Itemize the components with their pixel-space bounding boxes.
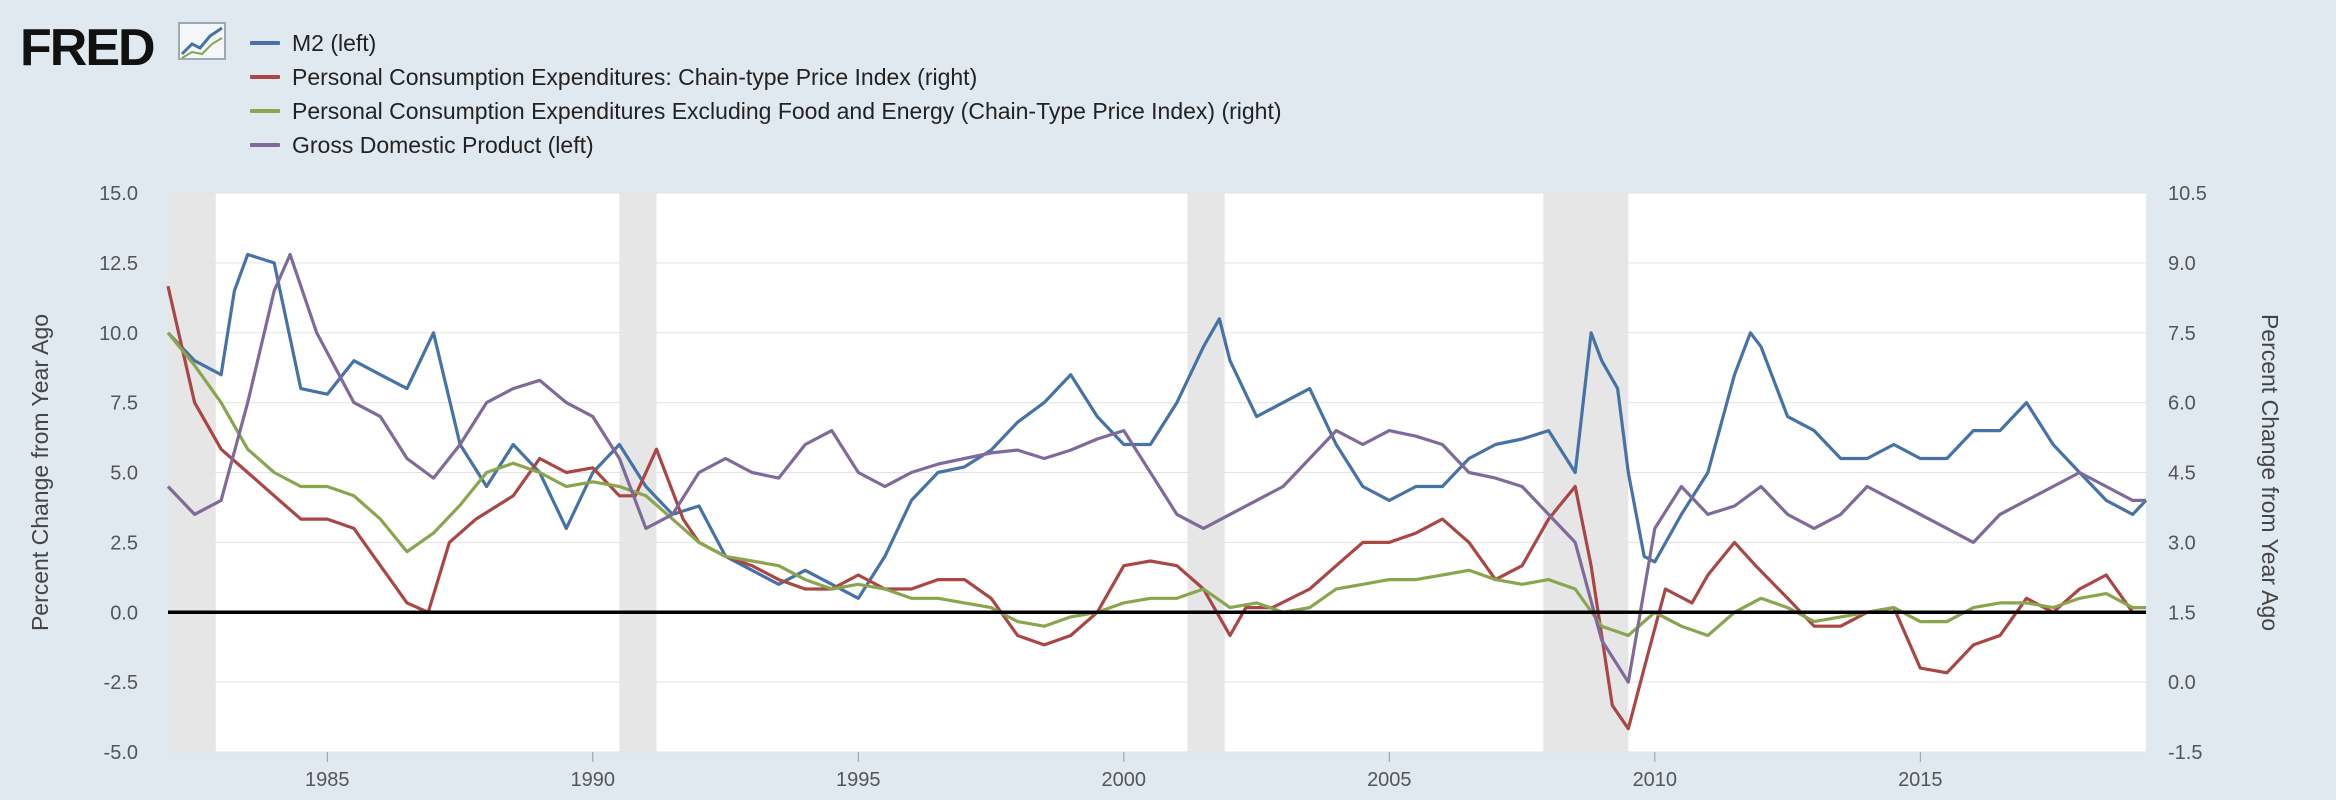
x-tick-label: 2010 (1633, 769, 1678, 791)
left-tick-label: 7.5 (110, 393, 138, 415)
series-line-1 (166, 285, 2146, 731)
legend-swatch (250, 109, 280, 113)
right-tick-label: 10.5 (2168, 183, 2207, 205)
right-tick-label: 3.0 (2168, 532, 2196, 554)
legend-item-pce[interactable]: Personal Consumption Expenditures: Chain… (250, 60, 1282, 94)
legend-label: Gross Domestic Product (left) (292, 131, 594, 158)
series-line-2 (166, 331, 2146, 638)
left-tick-label: -2.5 (104, 672, 138, 694)
left-tick-label: -5.0 (104, 742, 138, 764)
right-tick-label: 7.5 (2168, 323, 2196, 345)
legend-swatch (250, 143, 280, 147)
legend-label: Personal Consumption Expenditures: Chain… (292, 63, 978, 90)
legend-label: M2 (left) (292, 29, 377, 56)
x-tick-label: 1985 (305, 769, 350, 791)
right-tick-label: 6.0 (2168, 393, 2196, 415)
left-tick-label: 10.0 (99, 323, 138, 345)
left-tick-label: 2.5 (110, 532, 138, 554)
right-tick-label: -1.5 (2168, 742, 2202, 764)
series-line-0 (166, 252, 2148, 600)
left-tick-label: 12.5 (99, 253, 138, 275)
legend-item-gdp[interactable]: Gross Domestic Product (left) (250, 128, 1282, 162)
x-tick-label: 2015 (1898, 769, 1943, 791)
legend-label: Personal Consumption Expenditures Exclud… (292, 97, 1282, 124)
x-tick-label: 2000 (1102, 769, 1147, 791)
left-tick-label: 15.0 (99, 183, 138, 205)
legend-swatch (250, 75, 280, 79)
legend-swatch (250, 41, 280, 45)
right-axis-title: Percent Change from Year Ago (2257, 314, 2283, 631)
legend-item-core-pce[interactable]: Personal Consumption Expenditures Exclud… (250, 94, 1282, 128)
trend-chart-icon (178, 22, 226, 60)
x-tick-label: 2005 (1367, 769, 1412, 791)
x-tick-label: 1995 (836, 769, 881, 791)
right-tick-label: 9.0 (2168, 253, 2196, 275)
legend-item-m2[interactable]: M2 (left) (250, 26, 1282, 60)
fred-logo: FRED (20, 19, 156, 77)
right-tick-label: 0.0 (2168, 672, 2196, 694)
right-tick-label: 1.5 (2168, 602, 2196, 624)
left-tick-label: 5.0 (110, 463, 138, 485)
right-tick-label: 4.5 (2168, 463, 2196, 485)
series-line-3 (166, 252, 2146, 684)
left-tick-label: 0.0 (110, 602, 138, 624)
left-axis-title: Percent Change from Year Ago (27, 314, 53, 631)
chart-legend: M2 (left) Personal Consumption Expenditu… (250, 26, 1282, 162)
x-tick-label: 1990 (571, 769, 616, 791)
